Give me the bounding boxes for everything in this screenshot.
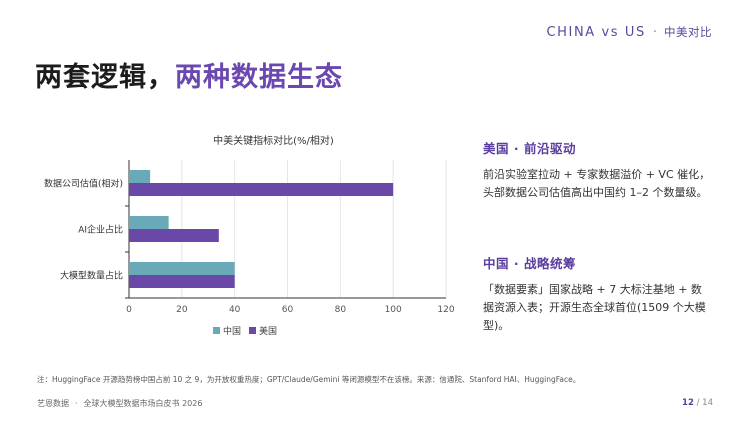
us-panel-line: 前沿实验室拉动 + 专家数据溢价 + VC 催化， — [483, 168, 711, 181]
cn-panel: 中国 · 战略统筹 「数据要素」国家战略 + 7 大标注基地 + 数 据资源入表… — [483, 253, 723, 335]
footer-org: 艺恩数据 — [37, 399, 69, 408]
section-label-separator: · — [652, 25, 657, 40]
x-tick-label: 60 — [282, 305, 294, 315]
page-title: 两套逻辑，两种数据生态 — [35, 55, 343, 94]
bar-us — [129, 183, 394, 196]
legend-swatch — [213, 327, 220, 334]
bar-china — [129, 216, 169, 229]
cn-panel-body: 「数据要素」国家战略 + 7 大标注基地 + 数 据资源入表；开源生态全球首位(… — [483, 281, 723, 335]
comparison-bar-chart: 中美关键指标对比(%/相对) 0 20 40 60 80 100 120 数据公司估值(相对) A… — [44, 134, 455, 337]
footer-source: 艺恩数据 · 全球大模型数据市场白皮书 2026 — [37, 398, 202, 409]
cn-panel-line: 据资源入表；开源生态全球首位(1509 个大模 — [483, 301, 706, 314]
section-label: CHINA vs US · 中美对比 — [546, 24, 712, 40]
cn-panel-line: 型)。 — [483, 319, 510, 332]
bar-us — [129, 275, 235, 288]
footer-doc-title: 全球大模型数据市场白皮书 2026 — [83, 399, 203, 408]
footer-separator: · — [75, 399, 78, 408]
chart-title: 中美关键指标对比(%/相对) — [213, 134, 334, 147]
y-category-label: 大模型数量占比 — [60, 270, 123, 282]
us-panel: 美国 · 前沿驱动 前沿实验室拉动 + 专家数据溢价 + VC 催化， 头部数据… — [483, 138, 723, 202]
legend-swatch — [249, 327, 256, 334]
x-tick-label: 0 — [126, 305, 132, 315]
page-separator: / — [696, 398, 700, 408]
x-tick-label: 40 — [229, 305, 241, 315]
y-category-label: AI企业占比 — [78, 224, 123, 236]
footnote: 注：HuggingFace 开源趋势榜中国占前 10 之 9，为开放权重热度；G… — [37, 375, 581, 384]
page-total: 14 — [702, 398, 713, 408]
x-tick-label: 100 — [385, 305, 402, 315]
page-indicator: 12 / 14 — [682, 398, 713, 408]
page-title-part2: 两种数据生态 — [175, 62, 343, 93]
page-title-part1: 两套逻辑， — [35, 62, 175, 93]
x-tick-label: 120 — [437, 305, 454, 315]
legend-label: 中国 — [223, 325, 241, 337]
us-panel-title: 美国 · 前沿驱动 — [483, 141, 576, 156]
us-panel-body: 前沿实验室拉动 + 专家数据溢价 + VC 催化， 头部数据公司估值高出中国约 … — [483, 166, 723, 202]
section-label-en: CHINA vs US — [546, 25, 646, 40]
y-category-label: 数据公司估值(相对) — [44, 178, 123, 190]
legend-label: 美国 — [259, 325, 277, 337]
bar-china — [129, 262, 235, 275]
x-tick-label: 80 — [335, 305, 347, 315]
bar-china — [129, 170, 151, 183]
section-label-cn: 中美对比 — [664, 25, 712, 39]
cn-panel-line: 「数据要素」国家战略 + 7 大标注基地 + 数 — [483, 283, 702, 296]
cn-panel-title: 中国 · 战略统筹 — [483, 256, 576, 271]
x-tick-label: 20 — [176, 305, 188, 315]
page-current: 12 — [682, 398, 694, 408]
us-panel-line: 头部数据公司估值高出中国约 1–2 个数量级。 — [483, 186, 708, 199]
bar-us — [129, 229, 219, 242]
